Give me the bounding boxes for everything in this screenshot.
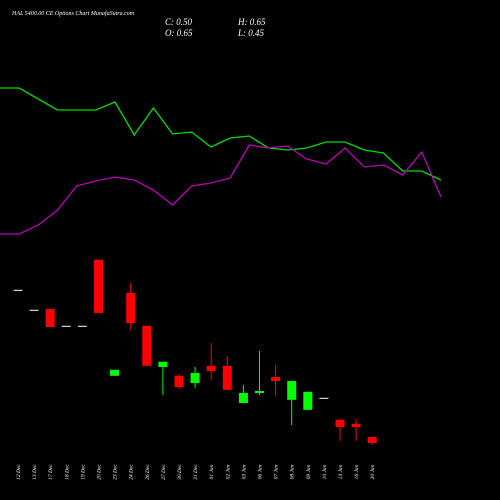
x-tick-label: 27 Dec — [161, 464, 167, 480]
overlay-line — [0, 87, 442, 181]
x-tick-label: 31 Dec — [193, 464, 199, 481]
candle-body — [110, 369, 120, 376]
x-tick-label: 07 Jan — [274, 464, 280, 479]
x-tick-label: 20 Jan — [370, 464, 376, 479]
ohlc-label: C: 0.50 — [165, 17, 193, 27]
candle-body — [303, 391, 313, 410]
x-tick-label: 19 Dec — [80, 464, 86, 480]
candle-body — [271, 377, 281, 381]
candle-body — [13, 289, 23, 291]
x-tick-label: 01 Jan — [209, 464, 215, 479]
candle-body — [287, 381, 297, 400]
x-tick-label: 17 Dec — [48, 464, 54, 480]
candle-body — [126, 293, 136, 323]
overlay-line — [0, 144, 442, 235]
ohlc-label: H: 0.65 — [237, 17, 266, 27]
x-tick-label: 10 Jan — [322, 464, 328, 479]
x-tick-label: 20 Dec — [97, 464, 103, 480]
x-tick-label: 03 Jan — [241, 464, 247, 479]
chart-title: HAL 5400.00 CE Options Chart MunafaSutra… — [11, 10, 135, 17]
x-tick-label: 30 Dec — [177, 464, 183, 481]
candle-body — [367, 437, 377, 443]
ohlc-label: O: 0.65 — [165, 28, 193, 38]
candle-body — [142, 325, 152, 366]
candle-body — [319, 397, 329, 399]
candle-body — [255, 391, 264, 393]
candle-body — [29, 309, 39, 311]
x-tick-label: 24 Dec — [128, 464, 135, 480]
x-tick-label: 23 Dec — [113, 464, 119, 480]
candle-body — [335, 419, 345, 427]
candle-body — [351, 423, 361, 427]
x-tick-label: 16 Jan — [354, 464, 360, 479]
candle-body — [45, 309, 55, 327]
candle-body — [77, 325, 87, 327]
x-tick-label: 12 Dec — [16, 464, 22, 480]
candle-body — [61, 325, 71, 327]
candle-body — [158, 361, 168, 367]
candle-body — [174, 375, 184, 387]
candle-body — [190, 373, 200, 383]
candle-body — [222, 365, 232, 390]
x-tick-label: 06 Jan — [258, 464, 264, 479]
x-tick-label: 09 Jan — [306, 464, 312, 479]
candle-body — [206, 365, 216, 371]
candle-body — [94, 259, 103, 313]
x-tick-label: 18 Dec — [64, 464, 70, 480]
candle-body — [238, 393, 248, 403]
x-tick-label: 13 Dec — [32, 464, 38, 480]
ohlc-label: L: 0.45 — [237, 28, 265, 38]
x-tick-label: 13 Jan — [338, 464, 344, 479]
x-tick-label: 08 Jan — [290, 464, 296, 479]
x-tick-label: 26 Dec — [145, 464, 151, 480]
x-tick-label: 02 Jan — [225, 464, 231, 479]
